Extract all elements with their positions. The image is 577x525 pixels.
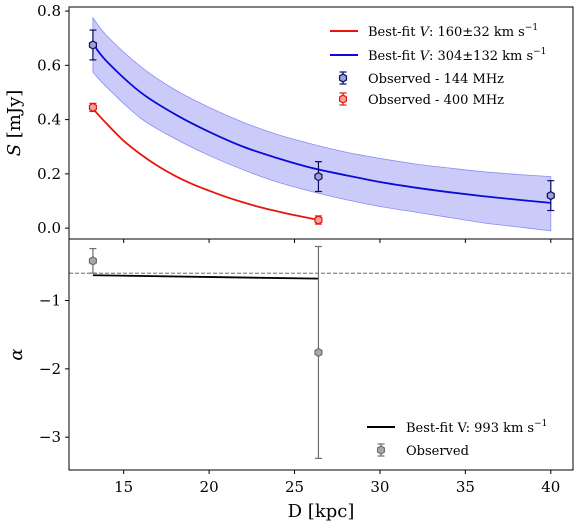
top-y-tick-label: 0.0 — [37, 219, 61, 237]
legend-observed-marker — [376, 445, 386, 455]
x-tick-label: 25 — [285, 478, 304, 496]
legend-black-label-main: Best-fit V: 993 km s — [406, 421, 534, 436]
bottom-y-tick-label: −2 — [39, 360, 61, 378]
best-fit-line-blue — [92, 43, 551, 204]
legend-144mhz-label: Observed - 144 MHz — [368, 72, 504, 87]
top-y-tick-label: 0.6 — [37, 56, 61, 74]
bottom-panel: −1 −2 −3 15 20 25 30 35 40 α D [kpc] Best-fit V… — [6, 238, 574, 522]
top-y-tick-label: 0.4 — [37, 111, 61, 129]
x-axis-label: D [kpc] — [288, 501, 355, 522]
legend-400mhz-marker — [338, 94, 348, 104]
legend-red-label-italic: V — [420, 25, 431, 40]
bottom-x-ticks: 15 20 25 30 35 40 — [114, 470, 560, 496]
bottom-y-ticks: −1 −2 −3 — [39, 292, 69, 446]
legend-400mhz-label: Observed - 400 MHz — [368, 93, 504, 108]
best-fit-line-red — [92, 108, 319, 221]
x-tick-label: 35 — [456, 478, 475, 496]
x-tick-label: 30 — [370, 478, 389, 496]
x-tick-label: 20 — [200, 478, 219, 496]
top-lines-layer — [92, 43, 551, 221]
x-tick-label: 40 — [541, 478, 560, 496]
bottom-y-axis-label: α — [6, 348, 27, 360]
best-fit-line-black — [92, 274, 319, 280]
observed-400mhz-point — [88, 102, 97, 113]
legend-observed-label: Observed — [406, 444, 469, 459]
legend-blue-label: Best-fit V: 304±132 km s−1 — [368, 47, 546, 64]
legend-red-label-sup: −1 — [525, 23, 538, 33]
observed-alpha-point — [88, 256, 97, 266]
top-panel: 0.00.20.40.60.8 S [mJy] Best-fit V: 160±… — [4, 2, 574, 243]
legend-blue-label-sup: −1 — [533, 47, 546, 57]
legend-black-label: Best-fit V: 993 km s−1 — [406, 419, 547, 436]
observed-alpha-point — [314, 347, 323, 358]
bottom-legend: Best-fit V: 993 km s−1 Observed — [367, 419, 547, 459]
bottom-lines-layer — [92, 274, 319, 280]
observed-144mhz-point — [314, 171, 323, 182]
bottom-y-tick-label: −3 — [39, 428, 61, 446]
legend-144mhz-marker — [338, 73, 348, 83]
bottom-points-layer — [88, 245, 323, 459]
top-y-tick-label: 0.2 — [37, 165, 61, 183]
legend-blue-label-post: : 304±132 km s — [429, 49, 533, 64]
top-points-layer — [88, 29, 555, 225]
legend-blue-label-pre: Best-fit — [368, 49, 420, 64]
uncertainty-band — [92, 16, 552, 232]
bottom-axes-frame — [68, 238, 574, 471]
legend-blue-label-italic: V — [420, 49, 431, 64]
observed-400mhz-point — [314, 215, 323, 225]
legend-black-label-sup: −1 — [534, 419, 547, 429]
bottom-y-tick-label: −1 — [39, 292, 61, 310]
top-y-axis-label-symbol: S — [4, 144, 25, 156]
legend-red-label: Best-fit V: 160±32 km s−1 — [368, 23, 538, 40]
top-y-tick-label: 0.8 — [37, 2, 61, 20]
x-tick-label: 15 — [114, 478, 133, 496]
observed-144mhz-point — [88, 40, 97, 50]
top-y-axis-label: S [mJy] — [4, 90, 25, 157]
legend-red-label-pre: Best-fit — [368, 25, 420, 40]
top-band-layer — [92, 16, 552, 232]
top-y-axis-label-unit: [mJy] — [4, 90, 25, 144]
observed-144mhz-point — [546, 190, 555, 201]
top-y-ticks: 0.0 0.2 0.4 0.6 0.8 — [37, 2, 552, 243]
legend-red-label-post: : 160±32 km s — [429, 25, 525, 40]
